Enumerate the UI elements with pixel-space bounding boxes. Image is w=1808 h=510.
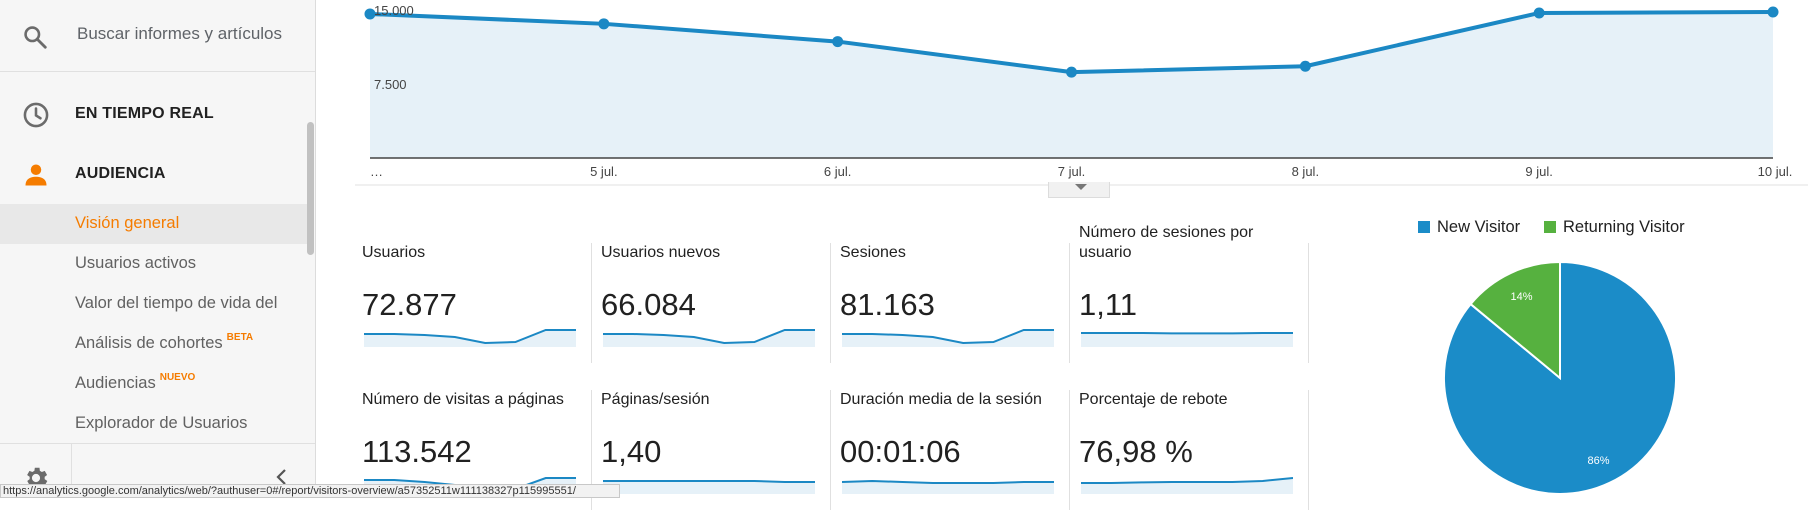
- legend-item-returning-visitor[interactable]: Returning Visitor: [1544, 218, 1685, 237]
- metric-label: Usuarios: [362, 243, 586, 263]
- metric-sparkline: [1081, 468, 1293, 494]
- sidebar-subitem-label: Audiencias: [75, 374, 156, 392]
- metric-label: Número de sesiones por usuario: [1079, 223, 1303, 263]
- data-point[interactable]: [598, 18, 609, 29]
- sidebar-subitem-badge: NUEVO: [160, 372, 196, 383]
- x-tick-label: …: [370, 164, 383, 179]
- x-tick-label: 9 jul.: [1525, 164, 1552, 179]
- metric-value: 00:01:06: [840, 434, 961, 470]
- metric-value: 72.877: [362, 287, 457, 323]
- sparkline-area: [842, 330, 1054, 347]
- chart-collapse-handle[interactable]: [1048, 182, 1110, 198]
- metric-label: Duración media de la sesión: [840, 390, 1064, 410]
- metric-sparkline: [1081, 321, 1293, 347]
- metric-value: 1,40: [601, 434, 661, 470]
- metric-label: Porcentaje de rebote: [1079, 390, 1303, 410]
- sidebar-subitem[interactable]: Usuarios activos: [0, 244, 308, 284]
- legend-label: Returning Visitor: [1563, 218, 1685, 236]
- sidebar-subitem-label: Visión general: [75, 214, 179, 233]
- metric-sparkline: [364, 321, 576, 347]
- x-tick-label: 8 jul.: [1292, 164, 1319, 179]
- metric-sparkline: [603, 321, 815, 347]
- sidebar-subitem-text: Audiencias NUEVO: [75, 374, 195, 393]
- legend-label: New Visitor: [1437, 218, 1520, 236]
- sidebar-scrollbar[interactable]: [307, 122, 314, 255]
- nav-realtime-label: EN TIEMPO REAL: [75, 105, 214, 123]
- series-area: [370, 12, 1773, 158]
- search-input[interactable]: Buscar informes y artículos: [77, 24, 282, 44]
- sidebar-subitem[interactable]: Audiencias NUEVO: [0, 364, 308, 404]
- sidebar-subitem-text: Análisis de cohortes BETA: [75, 334, 253, 353]
- search-icon[interactable]: [22, 24, 48, 50]
- metric-sparkline: [842, 468, 1054, 494]
- nav-realtime[interactable]: EN TIEMPO REAL: [0, 86, 308, 142]
- metric-value: 1,11: [1079, 287, 1137, 323]
- metric-value: 81.163: [840, 287, 935, 323]
- sparkline-line: [603, 481, 815, 482]
- sparkline-area: [1081, 333, 1293, 347]
- metric-value: 76,98 %: [1079, 434, 1193, 470]
- metric-value: 113.542: [362, 434, 472, 470]
- sidebar-subitem-label: Análisis de cohortes: [75, 334, 223, 352]
- sidebar-subitem-label: Usuarios activos: [75, 254, 196, 273]
- pie-slice-label: 86%: [1588, 455, 1610, 467]
- x-tick-label: 10 jul.: [1758, 164, 1793, 179]
- person-icon: [22, 161, 50, 189]
- sidebar-subitem-badge: BETA: [227, 332, 253, 343]
- visitor-type-pie-chart: 86% 14%: [1440, 258, 1680, 498]
- x-tick-label: 6 jul.: [824, 164, 851, 179]
- search-row[interactable]: Buscar informes y artículos: [0, 0, 315, 72]
- nav-audience[interactable]: AUDIENCIA: [0, 146, 308, 202]
- metric-card[interactable]: Porcentaje de rebote 76,98 %: [1073, 390, 1309, 510]
- legend-item-new-visitor[interactable]: New Visitor: [1418, 218, 1520, 237]
- nav-audience-label: AUDIENCIA: [75, 165, 166, 183]
- metric-card[interactable]: Usuarios nuevos 66.084: [595, 243, 831, 363]
- sidebar: Buscar informes y artículos Informes EN …: [0, 0, 316, 495]
- metric-sparkline: [842, 321, 1054, 347]
- metric-label: Sesiones: [840, 243, 1064, 263]
- metric-card[interactable]: Usuarios 72.877: [356, 243, 592, 363]
- data-point[interactable]: [1534, 7, 1545, 18]
- data-point[interactable]: [1300, 61, 1311, 72]
- clock-icon: [22, 101, 50, 129]
- caret-down-icon: [1075, 184, 1087, 190]
- pie-slice-label: 14%: [1510, 291, 1532, 303]
- sidebar-subitem[interactable]: Visión general: [0, 204, 308, 244]
- sparkline-area: [603, 330, 815, 347]
- metric-card[interactable]: Páginas/sesión 1,40: [595, 390, 831, 510]
- data-point[interactable]: [1768, 6, 1779, 17]
- y-tick-label: 15.000: [374, 3, 414, 18]
- metric-value: 66.084: [601, 287, 696, 323]
- data-point[interactable]: [832, 36, 843, 47]
- sidebar-subitem[interactable]: Análisis de cohortes BETA: [0, 324, 308, 364]
- metric-label: Usuarios nuevos: [601, 243, 825, 263]
- sidebar-subitem[interactable]: Explorador de Usuarios: [0, 404, 308, 444]
- sidebar-subitem[interactable]: Valor del tiempo de vida del: [0, 284, 308, 324]
- legend-swatch: [1544, 221, 1556, 233]
- legend-swatch: [1418, 221, 1430, 233]
- metric-card[interactable]: Duración media de la sesión 00:01:06: [834, 390, 1070, 510]
- status-bar-url: https://analytics.google.com/analytics/w…: [0, 484, 620, 498]
- metric-card[interactable]: Sesiones 81.163: [834, 243, 1070, 363]
- sidebar-subitem-label: Valor del tiempo de vida del: [75, 294, 277, 313]
- y-tick-label: 7.500: [374, 77, 407, 92]
- x-tick-label: 7 jul.: [1058, 164, 1085, 179]
- metric-sparkline: [603, 468, 815, 494]
- metric-label: Número de visitas a páginas: [362, 390, 586, 410]
- data-point[interactable]: [1066, 67, 1077, 78]
- sidebar-subitem-label: Explorador de Usuarios: [75, 414, 247, 433]
- sessions-line-chart: 15.000 7.500 … 5 jul. 6 jul. 7 jul. 8 jul. 9 ju…: [355, 0, 1808, 190]
- sparkline-area: [364, 330, 576, 347]
- metric-label: Páginas/sesión: [601, 390, 825, 410]
- x-tick-label: 5 jul.: [590, 164, 617, 179]
